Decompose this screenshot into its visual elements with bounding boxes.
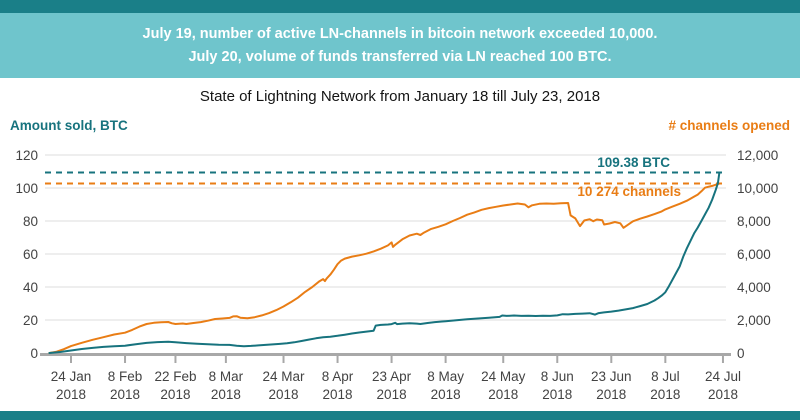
x-tick-year: 2018	[488, 387, 518, 402]
banner-line-1: July 19, number of active LN-channels in…	[142, 25, 658, 42]
x-tick-label: 8 May	[427, 369, 464, 384]
x-tick-label: 24 Mar	[263, 369, 306, 384]
x-tick-year: 2018	[596, 387, 626, 402]
right-tick-label: 6,000	[737, 247, 771, 262]
x-tick-year: 2018	[650, 387, 680, 402]
left-tick-label: 120	[15, 148, 38, 163]
x-tick-label: 23 Jun	[591, 369, 632, 384]
x-tick-year: 2018	[431, 387, 461, 402]
bottom-banner-bar	[0, 411, 800, 420]
x-tick-label: 22 Feb	[154, 369, 196, 384]
x-tick-label: 23 Apr	[372, 369, 412, 384]
right-tick-label: 8,000	[737, 214, 771, 229]
x-tick-label: 24 Jan	[51, 369, 92, 384]
right-tick-label: 10,000	[737, 181, 778, 196]
x-tick-year: 2018	[268, 387, 298, 402]
left-tick-label: 40	[23, 280, 38, 295]
series-amount-sold	[48, 171, 721, 354]
left-tick-label: 0	[30, 346, 38, 361]
x-tick-label: 8 Apr	[322, 369, 354, 384]
x-tick-label: 24 Jul	[705, 369, 741, 384]
x-tick-label: 8 Feb	[108, 369, 143, 384]
right-axis-title: # channels opened	[668, 118, 790, 133]
top-banner-bar	[0, 0, 800, 13]
x-tick-label: 8 Jul	[651, 369, 680, 384]
right-tick-label: 0	[737, 346, 745, 361]
x-tick-year: 2018	[211, 387, 241, 402]
x-tick-year: 2018	[377, 387, 407, 402]
banner-line-2: July 20, volume of funds transferred via…	[188, 48, 612, 65]
x-tick-year: 2018	[110, 387, 140, 402]
series-channels-opened	[48, 182, 721, 354]
chart-title: State of Lightning Network from January …	[199, 88, 601, 105]
x-tick-year: 2018	[56, 387, 86, 402]
x-tick-year: 2018	[160, 387, 190, 402]
left-tick-label: 60	[23, 247, 38, 262]
right-tick-label: 2,000	[737, 313, 771, 328]
right-tick-label: 4,000	[737, 280, 771, 295]
x-tick-year: 2018	[708, 387, 738, 402]
x-tick-label: 8 Mar	[209, 369, 244, 384]
x-tick-year: 2018	[323, 387, 353, 402]
left-tick-label: 100	[15, 181, 38, 196]
annotation-label-channels: 10 274 channels	[577, 184, 681, 199]
x-tick-label: 24 May	[481, 369, 526, 384]
right-tick-label: 12,000	[737, 148, 778, 163]
left-tick-label: 80	[23, 214, 38, 229]
left-tick-label: 20	[23, 313, 38, 328]
annotation-label-btc: 109.38 BTC	[597, 155, 670, 170]
x-tick-year: 2018	[542, 387, 572, 402]
x-tick-label: 8 Jun	[541, 369, 574, 384]
milestone-banner: July 19, number of active LN-channels in…	[0, 13, 800, 78]
left-axis-title: Amount sold, BTC	[10, 118, 128, 133]
